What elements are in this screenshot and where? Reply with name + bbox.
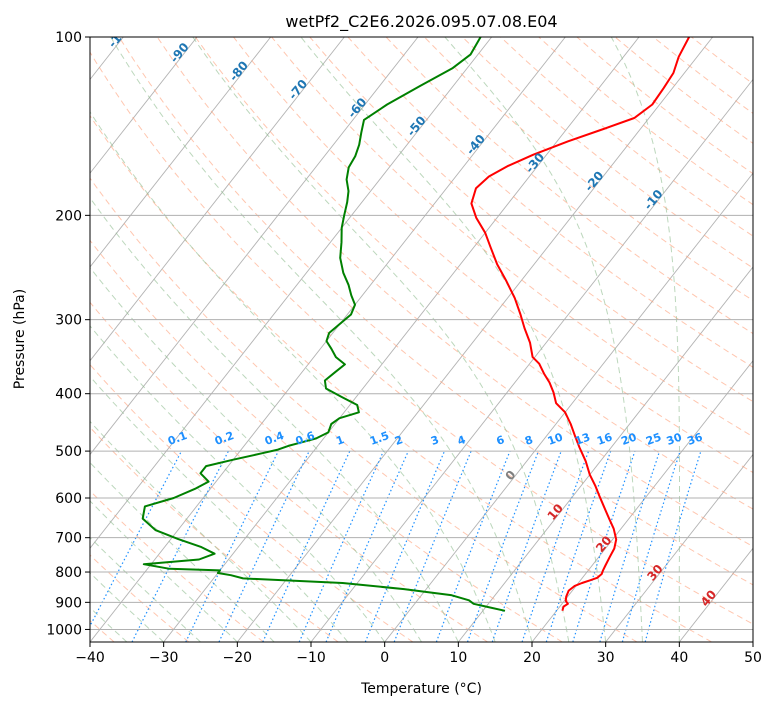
mixing-ratio-line	[436, 451, 510, 642]
moist-adiabat	[0, 222, 274, 642]
dry-adiabat	[653, 37, 775, 642]
isotherm-label: -40	[463, 132, 488, 158]
mixing-ratio-line	[492, 451, 561, 642]
y-axis: 1000 900 800 700 600 500 400 300 200 100	[46, 30, 90, 638]
x-tick-label: −40	[75, 650, 105, 666]
isotherm-label: -100	[105, 18, 135, 50]
isotherm-line	[237, 37, 712, 642]
mixing-ratio-label: 3	[429, 433, 441, 448]
isotherm-label: -10	[641, 187, 666, 213]
mixing-ratio-label: 36	[685, 430, 704, 448]
isotherm-line	[0, 37, 344, 642]
x-tick-label: 20	[523, 650, 541, 666]
mixing-ratio-label: 0.1	[166, 429, 189, 448]
chart-title: wetPf2_C2E6.2026.095.07.08.E04	[285, 12, 557, 32]
dry-adiabat	[81, 37, 775, 642]
isotherm-line	[532, 37, 775, 642]
isotherm-line	[753, 37, 775, 642]
moist-adiabat	[0, 195, 311, 642]
moist-adiabat	[19, 84, 459, 642]
mixing-ratio-label: 25	[644, 430, 663, 447]
isotherm-line	[311, 37, 775, 642]
dry-adiabat	[43, 37, 712, 642]
x-axis: −40 −30 −20 −10 0 10 20 30 40 50	[75, 642, 762, 666]
mixing-ratio-line	[326, 451, 408, 642]
mixing-ratio-label: 1	[334, 433, 346, 448]
isotherm-line	[164, 37, 639, 642]
mixing-ratio-label: 30	[665, 430, 684, 448]
x-tick-label: 30	[597, 650, 615, 666]
x-tick-label: 10	[449, 650, 467, 666]
dry-adiabat	[157, 37, 775, 642]
x-tick-label: −10	[296, 650, 326, 666]
dry-adiabat	[0, 37, 189, 642]
dry-adiabat	[195, 37, 775, 642]
y-tick-label: 600	[55, 491, 82, 507]
dry-adiabat	[0, 37, 338, 642]
moist-adiabat	[611, 37, 679, 642]
mixing-ratio-label: 8	[523, 433, 535, 448]
moist-adiabat	[111, 37, 532, 642]
dry-adiabat	[5, 37, 638, 642]
dry-adiabat	[462, 37, 775, 642]
isotherm-label: -20	[582, 169, 607, 195]
y-tick-label: 100	[55, 30, 82, 46]
x-tick-label: 40	[670, 650, 688, 666]
mixing-ratio-label: 16	[595, 430, 614, 448]
mixing-ratio-label: 4	[456, 433, 468, 448]
isotherm-label: 20	[593, 533, 614, 555]
y-tick-label: 400	[55, 387, 82, 403]
x-tick-label: −20	[223, 650, 253, 666]
mixing-ratio-line	[365, 451, 444, 642]
isotherm-label: -80	[226, 58, 251, 84]
x-tick-label: −30	[149, 650, 179, 666]
dry-adiabat	[539, 37, 775, 642]
mixing-ratio-label: 1.5	[368, 429, 391, 448]
x-tick-label: 0	[380, 650, 389, 666]
isotherm-line	[458, 37, 775, 642]
isotherm-label: -70	[286, 77, 311, 103]
mixing-ratio-label: 13	[573, 430, 592, 447]
mixing-ratio-line	[622, 451, 680, 642]
isotherm-line	[385, 37, 775, 642]
moist-adiabat	[53, 50, 495, 642]
moist-adiabat	[193, 37, 569, 642]
mixing-ratio-label: 2	[393, 433, 405, 448]
isotherm-label: 10	[545, 501, 566, 523]
dry-adiabat	[310, 37, 775, 642]
x-axis-label: Temperature (°C)	[360, 681, 482, 697]
isotherm-line	[0, 37, 197, 642]
dry-adiabat	[386, 37, 775, 642]
y-tick-label: 800	[55, 565, 82, 581]
dry-adiabat	[0, 37, 263, 642]
y-tick-label: 300	[55, 313, 82, 329]
isotherm-label: -90	[167, 40, 192, 66]
background-lines	[0, 37, 775, 642]
isotherm-label: -30	[523, 150, 548, 176]
mixing-ratio-label: 6	[495, 433, 507, 448]
mixing-ratio-line	[645, 451, 701, 642]
mixing-ratio-line	[263, 451, 350, 642]
isotherm-line	[0, 37, 271, 642]
isotherm-label: 40	[698, 587, 719, 609]
y-tick-label: 500	[55, 444, 82, 460]
dewpoint-line	[143, 37, 505, 611]
moist-adiabat	[0, 114, 422, 642]
mixing-ratio-line	[468, 451, 539, 642]
dry-adiabat	[0, 37, 562, 642]
y-tick-label: 900	[55, 595, 82, 611]
y-tick-label: 200	[55, 208, 82, 224]
y-axis-label: Pressure (hPa)	[12, 289, 28, 389]
y-tick-label: 1000	[46, 622, 82, 638]
mixing-ratio-label: 0.2	[213, 429, 236, 448]
dry-adiabat	[691, 37, 775, 642]
mixing-ratio-line	[82, 451, 182, 642]
mixing-ratio-label: 0.4	[263, 429, 286, 448]
isotherm-line	[606, 37, 775, 642]
x-tick-label: 50	[744, 650, 762, 666]
isotherm-label: 0	[502, 468, 518, 483]
y-tick-label: 700	[55, 531, 82, 547]
